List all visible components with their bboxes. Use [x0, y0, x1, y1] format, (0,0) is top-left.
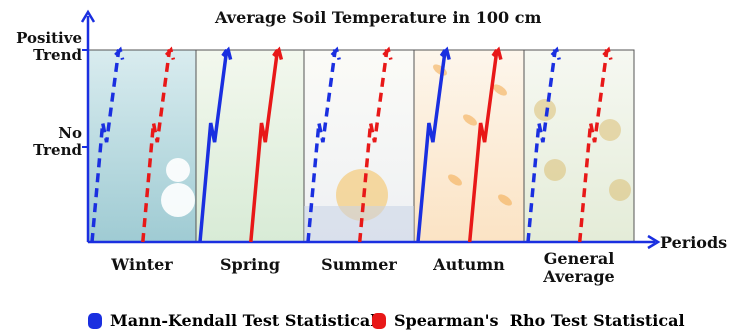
autumn-leaf-decor — [463, 114, 477, 126]
trend-line-mann-kendall-winter — [90, 46, 125, 243]
y-label-positive-line1: Positive — [16, 29, 82, 47]
panel-autumn — [413, 49, 525, 243]
period-label-autumn: Autumn — [433, 255, 505, 274]
y-label-no-trend: No Trend — [33, 125, 82, 159]
trend-line-spearman-autumn — [467, 46, 503, 243]
period-label-winter: Winter — [111, 255, 173, 274]
trend-line-mann-kendall-autumn — [416, 46, 451, 243]
legend-spearman: Spearman's Rho Test Statistical — [372, 311, 685, 330]
tree-foliage-decor — [609, 179, 631, 201]
x-axis-arrowhead — [647, 234, 661, 250]
tree-foliage-decor — [599, 119, 621, 141]
tree-foliage-decor — [534, 99, 556, 121]
x-axis-label: Periods — [660, 233, 728, 252]
legend-swatch-red — [372, 312, 386, 329]
legend-mann-kendall: Mann-Kendall Test Statistical — [88, 311, 376, 330]
panel-spring — [195, 49, 305, 243]
panel-general — [523, 49, 635, 243]
y-label-no-line2: Trend — [33, 141, 82, 159]
diagram-title: Average Soil Temperature in 100 cm — [215, 8, 542, 27]
legend-swatch-blue — [88, 312, 102, 329]
trend-line-mann-kendall-general — [526, 46, 561, 243]
autumn-leaf-decor — [448, 174, 462, 186]
trend-line-mann-kendall-summer — [306, 46, 341, 243]
autumn-leaf-decor — [498, 194, 512, 206]
legend-label-mann-kendall: Mann-Kendall Test Statistical — [110, 311, 377, 330]
trend-line-spearman-winter — [141, 46, 176, 243]
y-label-no-line1: No — [58, 124, 82, 142]
autumn-leaf-decor — [493, 84, 507, 96]
period-label-spring: Spring — [219, 255, 281, 274]
trend-line-spearman-summer — [357, 46, 393, 243]
trend-line-mann-kendall-spring — [198, 46, 233, 243]
snowman-body-decor — [161, 183, 195, 217]
snowman-head-decor — [166, 158, 190, 182]
y-label-positive-trend: Positive Trend — [16, 30, 82, 64]
legend-label-spearman: Spearman's Rho Test Statistical — [394, 311, 685, 330]
period-label-summer: Summer — [321, 255, 397, 274]
period-label-general-average: General Average — [543, 249, 615, 286]
y-axis-arrowhead — [80, 9, 96, 23]
y-label-positive-line2: Trend — [33, 46, 82, 64]
trend-line-spearman-spring — [249, 46, 284, 243]
tree-foliage-decor — [544, 159, 566, 181]
trend-line-spearman-general — [577, 46, 613, 243]
